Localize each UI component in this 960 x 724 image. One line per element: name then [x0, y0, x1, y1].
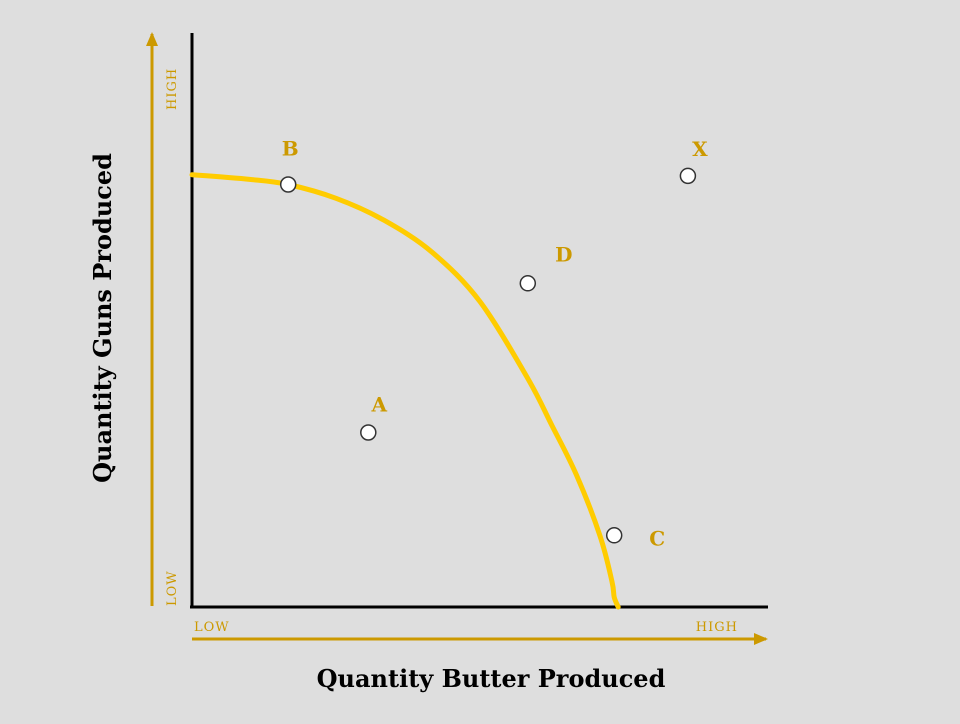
x-axis-low-label: LOW: [194, 620, 230, 635]
x-axis-title: Quantity Butter Produced: [317, 664, 666, 693]
point-b: B: [279, 137, 299, 193]
point-a: A: [360, 393, 388, 441]
point-marker-a: [360, 424, 377, 441]
y-axis-title: Quantity Guns Produced: [88, 153, 117, 483]
y-axis-low-label: LOW: [165, 570, 180, 606]
point-label-b: B: [282, 137, 299, 161]
point-label-c: C: [649, 526, 665, 550]
points-layer: A B C D X: [279, 137, 708, 550]
point-marker-x: [679, 167, 697, 185]
point-label-d: D: [555, 242, 572, 266]
point-label-x: X: [692, 137, 708, 161]
y-axis-high-label: HIGH: [165, 68, 180, 110]
ppf-curve: [189, 172, 621, 610]
point-marker-d: [519, 275, 537, 292]
x-axis-high-label: HIGH: [696, 620, 738, 635]
point-x: X: [679, 137, 708, 185]
point-c: C: [605, 526, 665, 550]
point-d: D: [519, 242, 572, 292]
point-marker-b: [279, 176, 297, 193]
point-label-a: A: [371, 393, 388, 417]
point-marker-c: [605, 527, 623, 544]
